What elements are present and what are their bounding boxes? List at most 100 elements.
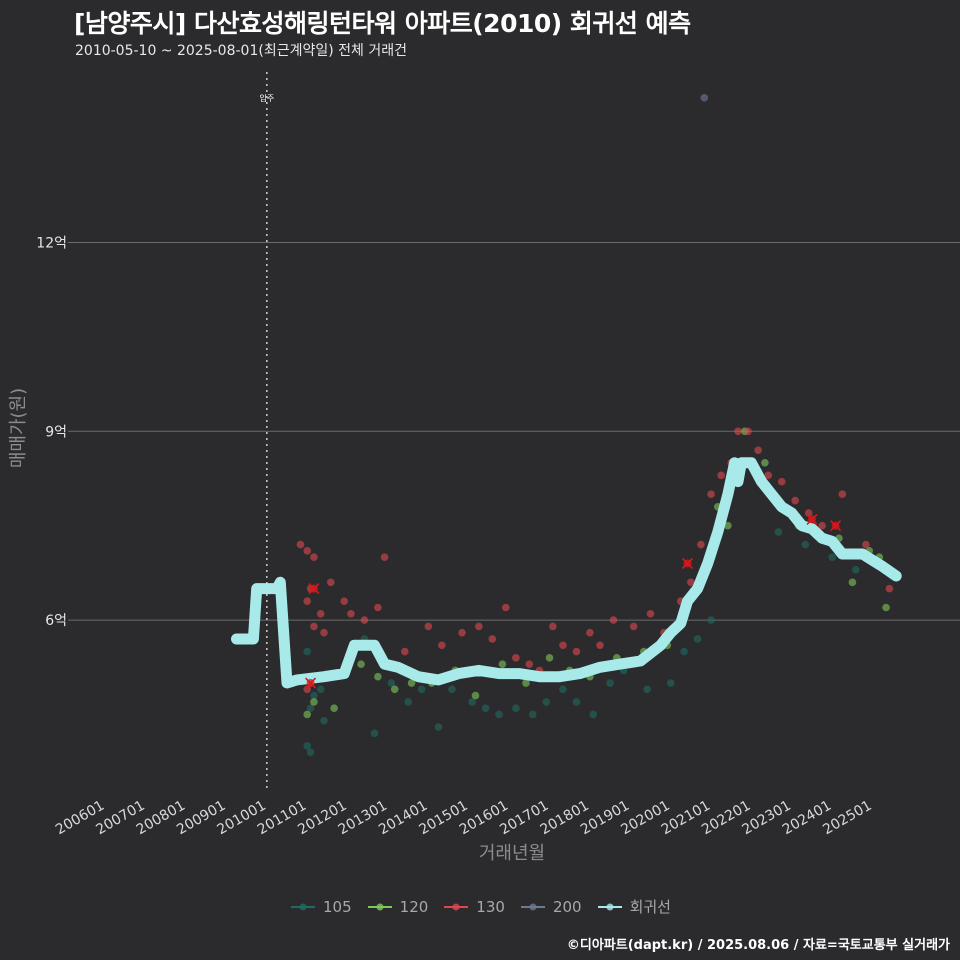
- highlight-x: [830, 520, 842, 532]
- point-130: [340, 597, 349, 606]
- point-130: [316, 609, 325, 618]
- point-130: [512, 654, 520, 662]
- point-105: [828, 553, 837, 561]
- point-105: [774, 528, 783, 536]
- legend-key-icon: [597, 903, 622, 910]
- point-105: [387, 679, 396, 687]
- point-130: [646, 609, 655, 618]
- point-105: [801, 540, 810, 549]
- point-120: [374, 672, 382, 681]
- highlight-markers: [305, 513, 842, 689]
- point-130: [697, 540, 705, 549]
- point-130: [862, 540, 870, 549]
- highlight-marker: [681, 557, 694, 570]
- point-130: [310, 622, 318, 631]
- point-130: [438, 641, 446, 650]
- point-120: [882, 603, 890, 612]
- legend-label: 200: [552, 897, 582, 916]
- point-120: [407, 679, 416, 687]
- point-130: [764, 471, 773, 480]
- point-105: [512, 704, 520, 712]
- legend-item: 회귀선: [596, 896, 671, 917]
- point-120: [390, 685, 399, 694]
- point-105: [572, 698, 581, 706]
- highlight-x: [806, 513, 818, 525]
- point-105: [448, 685, 456, 694]
- point-105: [643, 685, 651, 694]
- point-105: [495, 710, 503, 719]
- chart-title: [남양주시] 다산효성해링턴타워 아파트(2010) 회귀선 예측: [74, 9, 691, 38]
- point-130: [707, 490, 715, 499]
- point-105: [606, 679, 614, 687]
- point-130: [744, 427, 752, 436]
- point-120: [498, 660, 507, 668]
- legend-key-icon: [291, 903, 316, 910]
- highlight-x: [681, 557, 694, 570]
- point-120: [848, 578, 857, 587]
- legend-label: 105: [323, 897, 352, 916]
- highlight-marker: [308, 583, 320, 595]
- x-axis-label: 거래년월: [478, 843, 546, 864]
- point-105: [434, 723, 443, 731]
- point-105: [666, 679, 675, 687]
- point-130: [475, 622, 483, 631]
- point-130: [559, 641, 567, 650]
- point-120: [471, 691, 480, 700]
- point-105: [404, 698, 412, 706]
- legend-item: 105: [289, 897, 352, 917]
- point-105: [680, 647, 688, 656]
- point-105: [542, 698, 550, 706]
- highlight-x: [308, 583, 320, 595]
- point-130: [754, 446, 762, 454]
- point-105: [851, 565, 860, 574]
- chart-subtitle: 2010-05-10 ~ 2025-08-01(최근계약일) 전체 거래건: [75, 43, 407, 59]
- point-120: [761, 458, 769, 467]
- point-130: [629, 622, 638, 631]
- point-105: [370, 729, 379, 738]
- point-130: [572, 647, 581, 656]
- point-130: [380, 553, 389, 561]
- point-105: [310, 691, 318, 700]
- grid-lines: [68, 242, 960, 621]
- point-130: [818, 521, 826, 530]
- point-130: [596, 641, 604, 650]
- y-tick-label: 9억: [45, 424, 67, 440]
- move-in-label: 입주: [259, 94, 274, 103]
- y-tick-labels: 6억 9억 12억: [36, 236, 67, 630]
- point-105: [707, 616, 715, 624]
- point-120: [724, 521, 732, 530]
- point-120: [357, 660, 365, 668]
- point-105: [303, 647, 312, 656]
- highlight-marker: [806, 513, 818, 525]
- data-points: [296, 93, 894, 757]
- point-120: [303, 710, 312, 719]
- point-130: [525, 660, 534, 668]
- legend-key-icon: [444, 903, 469, 910]
- point-120: [545, 654, 554, 662]
- point-130: [458, 628, 466, 637]
- legend-label: 회귀선: [629, 898, 671, 916]
- point-105: [306, 748, 315, 757]
- legend-label: 130: [476, 897, 505, 916]
- point-105: [589, 710, 598, 719]
- point-130: [401, 647, 409, 656]
- point-120: [310, 698, 318, 706]
- point-105: [303, 742, 312, 750]
- legend-key-icon: [367, 903, 392, 910]
- point-130: [586, 628, 594, 637]
- highlight-marker: [830, 520, 842, 532]
- y-tick-label: 6억: [45, 613, 67, 629]
- point-105: [306, 704, 315, 712]
- legend-label: 120: [399, 897, 429, 916]
- point-130: [501, 603, 510, 612]
- point-130: [838, 490, 847, 499]
- point-105: [559, 685, 567, 694]
- point-130: [360, 616, 369, 624]
- regression-line: [231, 457, 902, 689]
- point-130: [347, 609, 355, 618]
- point-105: [316, 685, 325, 694]
- point-105: [481, 704, 490, 712]
- point-105: [528, 710, 537, 719]
- point-130: [549, 622, 557, 631]
- point-105: [693, 635, 702, 643]
